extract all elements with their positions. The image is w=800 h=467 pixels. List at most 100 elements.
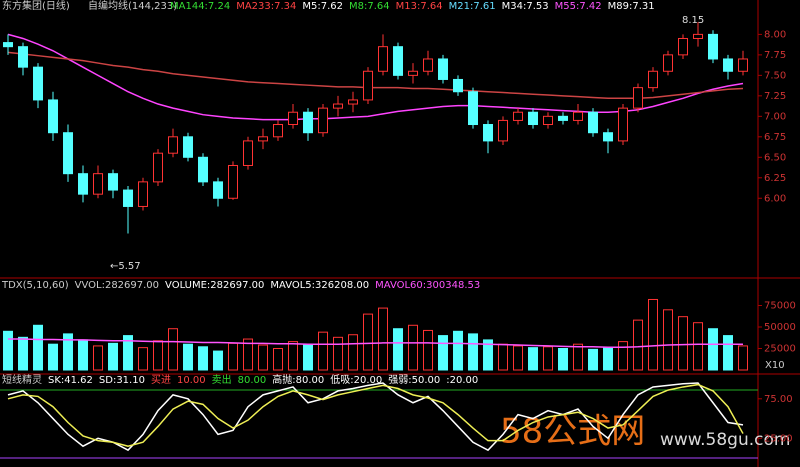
y-tick-label: 7.00	[764, 111, 786, 122]
volume-bar	[408, 324, 418, 371]
volume-bar	[528, 347, 538, 371]
volume-bar	[228, 342, 238, 371]
y-tick-label: 25000	[764, 344, 796, 355]
y-tick-label: 7.75	[764, 50, 786, 61]
volume-bar	[393, 328, 403, 371]
legend-entry: MAVOL5:326208.00	[270, 280, 369, 291]
candle-body	[48, 99, 58, 134]
candle-body	[78, 173, 88, 195]
volume-bar	[363, 313, 373, 371]
legend-entry: M55:7.42	[555, 1, 602, 12]
volume-bar	[33, 324, 43, 371]
volume-bar	[303, 343, 313, 371]
candle-body	[393, 46, 403, 76]
annotation: ←5.57	[110, 261, 141, 272]
legend-entry: SK:41.62	[48, 375, 93, 386]
legend-entry: M13:7.64	[396, 1, 443, 12]
legend-entry: VVOL:282697.00	[75, 280, 159, 291]
volume-bar	[573, 343, 583, 371]
legend-entry: M21:7.61	[449, 1, 496, 12]
legend-entry: M5:7.62	[302, 1, 343, 12]
y-tick-label: 6.00	[764, 193, 786, 204]
legend-entry: :20.00	[446, 375, 478, 386]
volume-bar	[513, 345, 523, 371]
legend-entry: 10.00	[177, 375, 206, 386]
chart-title: 东方集团(日线)	[2, 0, 70, 12]
candle-body	[708, 33, 718, 60]
candle-body	[123, 189, 133, 207]
volume-bar	[273, 348, 283, 371]
line	[7, 51, 744, 100]
candle-body	[363, 70, 373, 101]
legend-entry: M89:7.31	[608, 1, 655, 12]
candle-body	[528, 111, 538, 126]
volume-bar	[258, 344, 268, 371]
candle-body	[618, 107, 628, 142]
candle-body	[678, 37, 688, 56]
volume-bar	[738, 345, 748, 371]
volume-bar	[18, 336, 28, 371]
candle-body	[168, 136, 178, 154]
legend-entry: 卖出	[212, 373, 232, 386]
legend-entry: 短线精灵	[2, 373, 42, 386]
legend-entry: 低吸:20.00	[330, 373, 382, 386]
legend-entry: VOLUME:282697.00	[165, 280, 264, 291]
volume-bar	[93, 345, 103, 371]
legend-entry: MAVOL60:300348.53	[375, 280, 480, 291]
candle-body	[738, 58, 748, 72]
unit-label: X10	[765, 360, 785, 371]
volume-bar	[198, 346, 208, 371]
candle-body	[138, 181, 148, 207]
candle-body	[153, 152, 163, 183]
candle-body	[453, 78, 463, 93]
candle-body	[438, 58, 448, 80]
candle-body	[468, 91, 478, 126]
legend-entry: 高抛:80.00	[272, 373, 324, 386]
volume-bar	[693, 322, 703, 371]
candle-body	[303, 111, 313, 134]
volume-bar	[618, 341, 628, 371]
candle-body	[33, 66, 43, 101]
candle-body	[318, 107, 328, 134]
volume-bar	[633, 319, 643, 371]
candle-body	[633, 87, 643, 109]
y-tick-label: 25.00	[764, 433, 793, 444]
y-tick-label: 50000	[764, 322, 796, 333]
volume-bar	[48, 343, 58, 371]
candle-body	[573, 111, 583, 121]
chart-subtitle: 自编均线(144,233)	[88, 0, 177, 12]
volume-bar	[543, 346, 553, 371]
candle-body	[213, 181, 223, 199]
y-tick-label: 7.50	[764, 70, 786, 81]
legend-entry: M8:7.64	[349, 1, 390, 12]
candle-body	[18, 46, 28, 68]
candle-body	[228, 164, 238, 199]
candle-body	[243, 140, 253, 166]
legend-entry: TDX(5,10,60)	[1, 280, 69, 291]
candle-body	[93, 173, 103, 195]
legend-entry: MA144:7.24	[170, 1, 230, 12]
candle-body	[663, 54, 673, 72]
volume-bar	[708, 328, 718, 371]
candle-body	[483, 124, 493, 142]
volume-bar	[558, 348, 568, 371]
candle-body	[258, 136, 268, 142]
candle-body	[543, 115, 553, 126]
volume-bar	[333, 336, 343, 371]
volume-bar	[123, 335, 133, 371]
volume-bar	[78, 339, 88, 371]
volume-bar	[243, 338, 253, 371]
candle-body	[63, 132, 73, 175]
volume-bar	[108, 342, 118, 371]
volume-bar	[438, 335, 448, 371]
candle-body	[183, 136, 193, 158]
candle-body	[348, 99, 358, 105]
volume-bar	[723, 335, 733, 371]
volume-bar	[483, 339, 493, 371]
candle-body	[513, 111, 523, 121]
legend-entry: MA233:7.34	[236, 1, 296, 12]
volume-bar	[153, 340, 163, 371]
y-tick-label: 75.00	[764, 394, 793, 405]
candle-body	[558, 115, 568, 121]
legend-entry: 80.00	[238, 375, 267, 386]
